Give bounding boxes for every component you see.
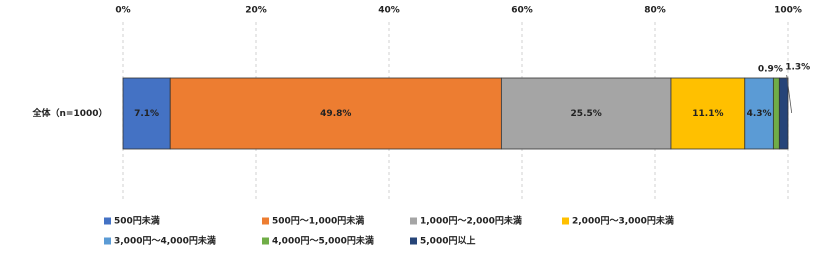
legend-label: 1,000円～2,000円未満 [420, 215, 522, 227]
legend-swatch [562, 217, 569, 225]
bar-segment [169, 77, 502, 150]
value-label: 7.1% [134, 109, 159, 119]
x-tick-label: 60% [511, 6, 533, 16]
legend-label: 2,000円～3,000円未満 [572, 215, 674, 227]
value-label: 49.8% [320, 109, 351, 119]
y-tick-label: 全体（n=1000） [32, 107, 108, 119]
value-label: 4.3% [747, 109, 772, 119]
legend-swatch [410, 217, 417, 225]
legend-swatch [262, 237, 269, 245]
legend-label: 500円～1,000円未満 [272, 215, 364, 227]
bar-segment [122, 77, 171, 150]
legend-label: 500円未満 [114, 215, 160, 227]
legend-label: 4,000円～5,000円未満 [272, 235, 374, 247]
bar-segment [778, 77, 789, 150]
value-label: 1.3% [785, 63, 810, 73]
x-tick-label: 0% [115, 6, 130, 16]
bar-segment [744, 77, 774, 150]
value-label: 25.5% [571, 109, 602, 119]
legend-swatch [262, 217, 269, 225]
bar-segment [772, 77, 780, 150]
x-tick-label: 100% [774, 6, 802, 16]
legend-label: 3,000円～4,000円未満 [114, 235, 216, 247]
value-label: 0.9% [758, 65, 783, 75]
x-tick-label: 80% [644, 6, 666, 16]
x-tick-label: 20% [245, 6, 267, 16]
legend-swatch [410, 237, 417, 245]
leader-line [786, 74, 793, 114]
bar-segment [670, 77, 746, 150]
x-tick-label: 40% [378, 6, 400, 16]
legend-swatch [104, 217, 111, 225]
legend-label: 5,000円以上 [420, 235, 475, 247]
bar-segment [500, 77, 672, 150]
value-label: 11.1% [692, 109, 723, 119]
legend-swatch [104, 237, 111, 245]
